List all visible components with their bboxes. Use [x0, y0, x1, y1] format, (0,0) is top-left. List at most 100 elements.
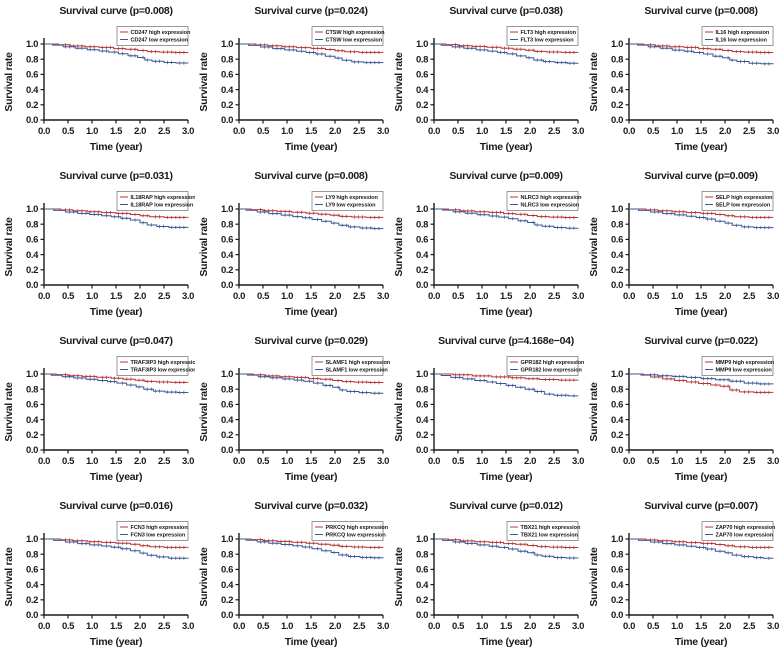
- y-tick-label: 0.8: [416, 384, 428, 395]
- x-tick-label: 1.5: [110, 126, 123, 137]
- y-tick-label: 0.2: [26, 265, 38, 276]
- x-tick-label: 0.0: [428, 126, 440, 137]
- y-tick-label: 0.0: [611, 610, 623, 621]
- y-tick-label: 0.8: [416, 549, 428, 560]
- high-censor-marks: [453, 373, 576, 382]
- x-tick-label: 1.0: [281, 291, 293, 302]
- panel-title: Survival curve (p=0.009): [449, 170, 562, 182]
- y-tick-label: 1.0: [26, 204, 38, 215]
- y-tick-label: 0.8: [416, 219, 428, 230]
- y-tick-label: 0.2: [416, 430, 428, 441]
- legend-label: FLT3 low expression: [521, 38, 575, 44]
- y-tick-label: 0.0: [416, 115, 428, 126]
- legend-label: LY9 high expression: [326, 195, 379, 201]
- y-tick-label: 0.0: [26, 115, 38, 126]
- y-axis-label: Survival rate: [588, 217, 600, 277]
- survival-plot-il18rap: Survival curve (p=0.031) 0.0 0.2 0.4 0.6 0.8 1…: [3, 170, 196, 318]
- y-tick-label: 0.0: [221, 445, 233, 456]
- legend-label: SELP high expression: [716, 195, 774, 201]
- legend-label: FCN3 high expression: [131, 525, 189, 531]
- x-tick-label: 2.0: [524, 126, 536, 137]
- x-tick-label: 2.5: [548, 126, 561, 137]
- x-axis-label: Time (year): [480, 471, 533, 483]
- y-tick-label: 0.0: [416, 445, 428, 456]
- y-tick-label: 0.6: [221, 235, 233, 246]
- x-tick-label: 0.5: [62, 456, 75, 467]
- low-censor-marks: [258, 540, 381, 560]
- high-censor-marks: [453, 42, 576, 55]
- survival-panel-slamf1: Survival curve (p=0.029) 0.0 0.2 0.4 0.6 0.8 1…: [195, 330, 391, 495]
- y-tick-label: 0.4: [611, 250, 624, 261]
- x-tick-label: 0.5: [257, 621, 270, 632]
- x-tick-label: 0.5: [452, 126, 465, 137]
- y-tick-label: 0.6: [221, 565, 233, 576]
- y-tick-label: 0.8: [611, 384, 623, 395]
- y-tick-label: 0.8: [221, 549, 233, 560]
- x-tick-label: 2.0: [329, 291, 341, 302]
- y-tick-label: 0.8: [26, 54, 38, 65]
- x-tick-label: 2.5: [743, 291, 756, 302]
- y-axis-label: Survival rate: [3, 547, 15, 607]
- x-tick-label: 2.5: [548, 291, 561, 302]
- y-tick-label: 0.2: [26, 100, 38, 111]
- legend-box: [506, 521, 579, 541]
- x-tick-label: 0.0: [38, 291, 50, 302]
- y-axis-label: Survival rate: [588, 52, 600, 112]
- legend-box: [506, 26, 579, 46]
- high-expression-curve: [629, 373, 774, 393]
- legend-label: SLAMF1 low expression: [326, 368, 389, 374]
- x-tick-label: 3.0: [182, 126, 194, 137]
- y-tick-label: 0.0: [26, 610, 38, 621]
- x-tick-label: 2.0: [329, 126, 341, 137]
- low-expression-curve: [44, 208, 189, 228]
- x-tick-label: 3.0: [377, 291, 389, 302]
- x-tick-label: 3.0: [572, 621, 584, 632]
- y-tick-label: 0.2: [611, 265, 623, 276]
- y-tick-label: 0.6: [26, 565, 38, 576]
- high-censor-marks: [648, 43, 771, 55]
- x-tick-label: 0.0: [38, 621, 50, 632]
- legend-label: NLRC3 low expression: [521, 203, 580, 209]
- survival-plot-slamf1: Survival curve (p=0.029) 0.0 0.2 0.4 0.6 0.8 1…: [198, 335, 391, 483]
- x-tick-label: 2.0: [719, 456, 731, 467]
- x-tick-label: 2.0: [134, 126, 146, 137]
- y-tick-label: 0.0: [416, 280, 428, 291]
- x-tick-label: 2.0: [134, 291, 146, 302]
- survival-panel-ctsw: Survival curve (p=0.024) 0.0 0.2 0.4 0.6 0.8 1…: [195, 0, 390, 165]
- x-tick-label: 0.0: [233, 126, 245, 137]
- survival-plot-gpr182: Survival curve (p=4.168e−04) 0.0 0.2 0.4 0.6…: [393, 335, 585, 483]
- x-axis-label: Time (year): [90, 636, 143, 648]
- x-tick-label: 0.5: [452, 291, 465, 302]
- high-censor-marks: [258, 537, 381, 550]
- panel-title: Survival curve (p=0.029): [254, 335, 367, 347]
- y-tick-label: 0.6: [416, 565, 428, 576]
- high-expression-curve: [44, 373, 189, 383]
- high-censor-marks: [453, 208, 576, 220]
- y-tick-label: 0.8: [221, 54, 233, 65]
- survival-panel-gpr182: Survival curve (p=4.168e−04) 0.0 0.2 0.4 0.6…: [390, 330, 585, 495]
- y-tick-label: 0.0: [26, 280, 38, 291]
- y-tick-label: 0.6: [416, 235, 428, 246]
- x-tick-label: 2.0: [329, 456, 341, 467]
- x-axis-label: Time (year): [480, 306, 533, 318]
- y-tick-label: 1.0: [26, 369, 38, 380]
- axis-lines: [433, 203, 578, 286]
- panel-title: Survival curve (p=0.032): [254, 500, 367, 512]
- x-tick-label: 3.0: [377, 621, 389, 632]
- y-tick-label: 0.2: [416, 595, 428, 606]
- axis-lines: [238, 38, 383, 121]
- y-tick-label: 0.4: [221, 415, 234, 426]
- x-tick-label: 3.0: [572, 456, 584, 467]
- x-axis-label: Time (year): [285, 636, 338, 648]
- legend-box: [311, 191, 384, 211]
- x-tick-label: 1.0: [476, 291, 488, 302]
- low-censor-marks: [648, 373, 771, 386]
- x-tick-label: 3.0: [377, 456, 389, 467]
- y-tick-label: 0.4: [611, 580, 624, 591]
- legend-label: ZAP70 low expression: [716, 533, 774, 539]
- y-axis-label: Survival rate: [3, 52, 15, 112]
- legend-label: IL18RAP high expression: [131, 195, 196, 201]
- high-censor-marks: [63, 43, 186, 55]
- axis-lines: [238, 533, 383, 616]
- x-tick-label: 1.0: [86, 291, 98, 302]
